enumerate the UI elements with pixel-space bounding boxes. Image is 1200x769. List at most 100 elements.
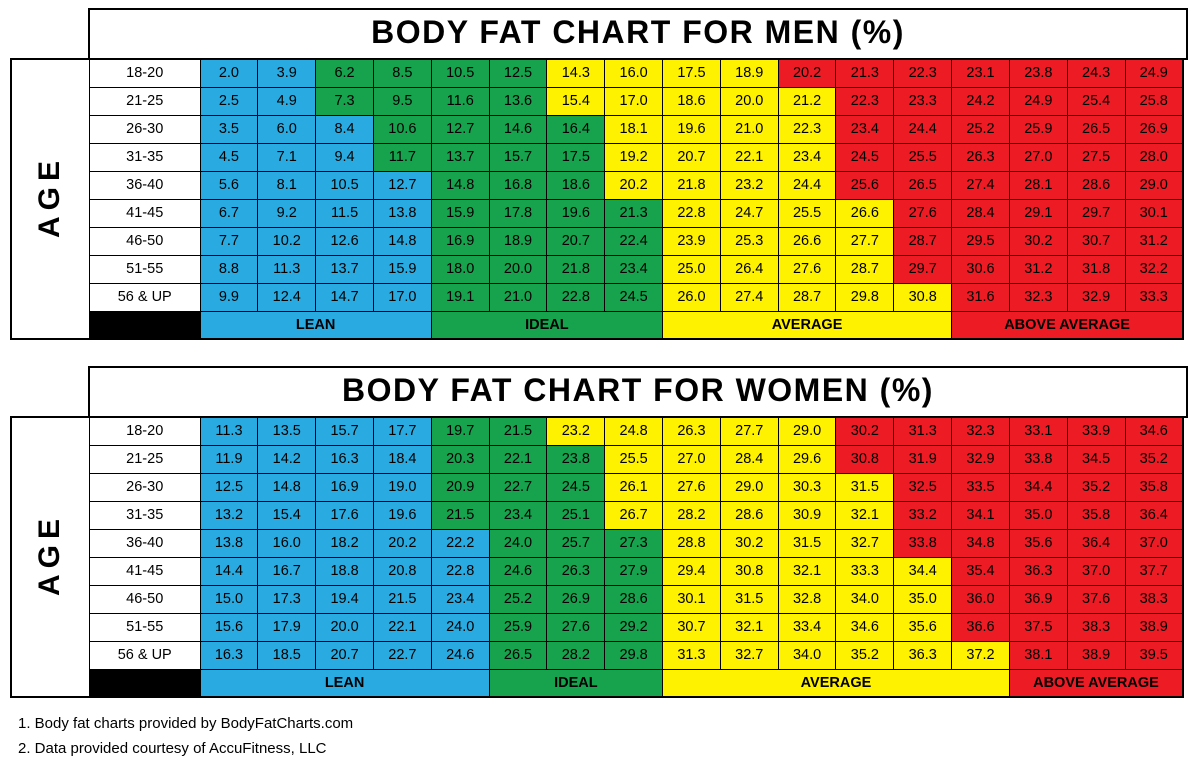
body-fat-value-cell: 24.5: [835, 142, 895, 172]
body-fat-value-cell: 18.9: [719, 58, 779, 88]
body-fat-value-cell: 36.0: [951, 584, 1010, 614]
body-fat-value-cell: 27.7: [719, 416, 779, 446]
body-fat-value-cell: 26.5: [1066, 114, 1126, 144]
body-fat-value-cell: 23.4: [430, 584, 490, 614]
body-fat-value-cell: 20.7: [662, 142, 721, 172]
body-fat-value-cell: 22.1: [719, 142, 779, 172]
age-group-label: 41-45: [88, 556, 201, 586]
body-fat-value-cell: 22.2: [430, 528, 490, 558]
age-group-label: 21-25: [88, 86, 201, 116]
body-fat-value-cell: 26.9: [1124, 114, 1184, 144]
body-fat-value-cell: 15.7: [315, 416, 374, 446]
body-fat-value-cell: 24.9: [1124, 58, 1184, 88]
body-fat-value-cell: 31.5: [719, 584, 779, 614]
body-fat-value-cell: 22.7: [372, 640, 432, 670]
body-fat-value-cell: 9.9: [199, 282, 259, 312]
body-fat-value-cell: 26.5: [488, 640, 548, 670]
age-group-label: 46-50: [88, 226, 201, 256]
women-body-fat-chart: BODY FAT CHART FOR WOMEN (%) AGE 18-20 11.…: [10, 366, 1188, 698]
body-fat-value-cell: 12.6: [315, 226, 374, 256]
body-fat-value-cell: 32.1: [835, 500, 895, 530]
body-fat-value-cell: 32.9: [1066, 282, 1126, 312]
body-fat-value-cell: 28.7: [835, 254, 895, 284]
age-group-label: 51-55: [88, 612, 201, 642]
body-fat-value-cell: 26.7: [604, 500, 664, 530]
body-fat-value-cell: 21.5: [430, 500, 490, 530]
body-fat-value-cell: 29.8: [604, 640, 664, 670]
body-fat-value-cell: 35.2: [835, 640, 895, 670]
body-fat-value-cell: 30.7: [1066, 226, 1126, 256]
footnotes: 1. Body fat charts provided by BodyFatCh…: [10, 712, 1188, 762]
body-fat-value-cell: 29.5: [951, 226, 1010, 256]
body-fat-row: 56 & UP 16.3 18.5 20.7 22.7 24.6 26.5 28.2 29.8 3…: [11, 640, 1184, 670]
body-fat-value-cell: 23.3: [893, 86, 953, 116]
body-fat-value-cell: 19.0: [372, 472, 432, 502]
body-fat-value-cell: 7.1: [257, 142, 317, 172]
body-fat-value-cell: 34.6: [835, 612, 895, 642]
body-fat-value-cell: 14.2: [257, 444, 317, 474]
age-group-label: 41-45: [88, 198, 201, 228]
body-fat-value-cell: 23.8: [1008, 58, 1068, 88]
body-fat-value-cell: 31.5: [777, 528, 837, 558]
age-group-label: 18-20: [88, 58, 201, 88]
body-fat-value-cell: 15.6: [199, 612, 259, 642]
body-fat-row: 31-35 4.5 7.1 9.4 11.7 13.7 15.7 17.5 19.2 20.7 22…: [11, 142, 1184, 172]
body-fat-value-cell: 33.9: [1066, 416, 1126, 446]
body-fat-value-cell: 29.7: [1066, 198, 1126, 228]
body-fat-value-cell: 26.9: [546, 584, 606, 614]
body-fat-value-cell: 32.7: [835, 528, 895, 558]
body-fat-value-cell: 25.3: [719, 226, 779, 256]
age-group-label: 26-30: [88, 472, 201, 502]
legend-band-lean: LEAN: [199, 668, 490, 698]
body-fat-value-cell: 31.2: [1008, 254, 1068, 284]
body-fat-value-cell: 19.7: [430, 416, 490, 446]
body-fat-value-cell: 25.1: [546, 500, 606, 530]
body-fat-value-cell: 18.0: [430, 254, 490, 284]
body-fat-value-cell: 25.2: [951, 114, 1010, 144]
body-fat-value-cell: 35.2: [1066, 472, 1126, 502]
body-fat-value-cell: 27.6: [662, 472, 721, 502]
age-group-label: 56 & UP: [88, 640, 201, 670]
body-fat-row: AGE 18-20 2.0 3.9 6.2 8.5 10.5 12.5 14.3 16.0 17.5…: [10, 58, 1184, 340]
body-fat-value-cell: 30.1: [1124, 198, 1184, 228]
body-fat-value-cell: 37.2: [951, 640, 1010, 670]
body-fat-value-cell: 7.7: [199, 226, 259, 256]
body-fat-value-cell: 30.2: [1008, 226, 1068, 256]
body-fat-value-cell: 33.3: [1124, 282, 1184, 312]
body-fat-value-cell: 32.5: [893, 472, 953, 502]
legend-band-ideal: IDEAL: [488, 668, 664, 698]
body-fat-value-cell: 24.0: [488, 528, 548, 558]
body-fat-value-cell: 37.0: [1066, 556, 1126, 586]
body-fat-value-cell: 25.4: [1066, 86, 1126, 116]
body-fat-value-cell: 35.8: [1124, 472, 1184, 502]
body-fat-value-cell: 17.0: [604, 86, 664, 116]
body-fat-value-cell: 23.4: [777, 142, 837, 172]
age-group-label: 56 & UP: [88, 282, 201, 312]
legend-band-lean: LEAN: [199, 310, 432, 340]
body-fat-value-cell: 16.3: [199, 640, 259, 670]
legend-band-above_average: ABOVE AVERAGE: [951, 310, 1184, 340]
body-fat-value-cell: 10.6: [372, 114, 432, 144]
age-group-label: 36-40: [88, 170, 201, 200]
body-fat-value-cell: 4.9: [257, 86, 317, 116]
body-fat-row: 36-40 13.8 16.0 18.2 20.2 22.2 24.0 25.7 27.3 28.…: [11, 528, 1184, 558]
body-fat-value-cell: 25.7: [546, 528, 606, 558]
body-fat-value-cell: 25.2: [488, 584, 548, 614]
body-fat-value-cell: 28.4: [719, 444, 779, 474]
body-fat-value-cell: 18.2: [315, 528, 374, 558]
body-fat-value-cell: 30.8: [835, 444, 895, 474]
body-fat-value-cell: 36.3: [893, 640, 953, 670]
body-fat-value-cell: 5.6: [199, 170, 259, 200]
body-fat-value-cell: 30.1: [662, 584, 721, 614]
body-fat-value-cell: 24.4: [777, 170, 837, 200]
body-fat-row: 21-25 2.5 4.9 7.3 9.5 11.6 13.6 15.4 17.0 18.6 20.…: [11, 86, 1184, 116]
body-fat-row: 36-40 5.6 8.1 10.5 12.7 14.8 16.8 18.6 20.2 21.8 2…: [11, 170, 1184, 200]
body-fat-value-cell: 13.8: [372, 198, 432, 228]
body-fat-value-cell: 16.9: [430, 226, 490, 256]
body-fat-value-cell: 14.4: [199, 556, 259, 586]
body-fat-value-cell: 20.8: [372, 556, 432, 586]
body-fat-value-cell: 26.4: [719, 254, 779, 284]
body-fat-value-cell: 13.2: [199, 500, 259, 530]
body-fat-value-cell: 32.1: [719, 612, 779, 642]
body-fat-value-cell: 27.4: [951, 170, 1010, 200]
